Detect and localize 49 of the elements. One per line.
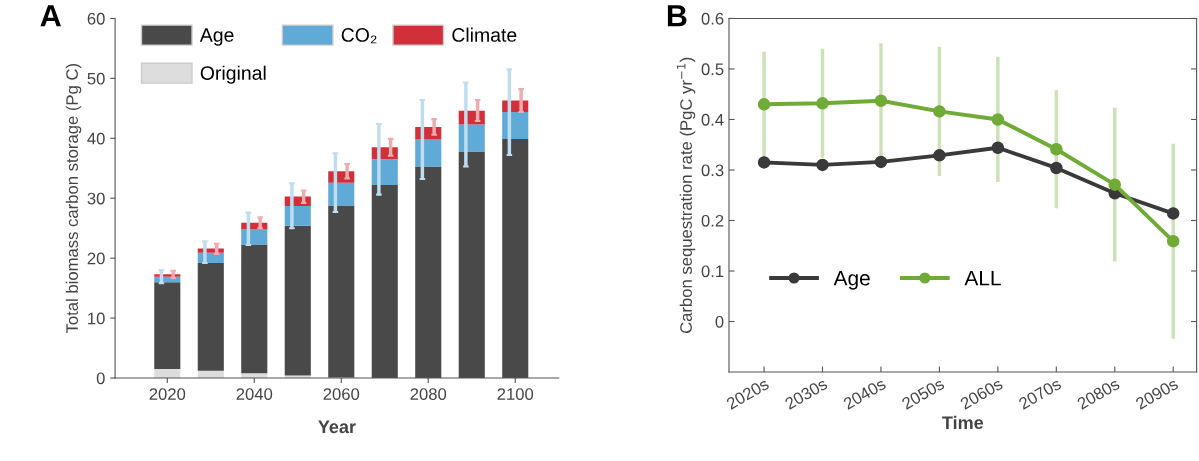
x-tick-label: 2100 (497, 388, 534, 400)
x-tick-label: 2020 (149, 388, 186, 400)
y-tick-label: 50 (87, 72, 105, 85)
legend-label: CO₂ (341, 28, 377, 44)
point (933, 105, 946, 118)
point (816, 97, 829, 110)
bar (197, 262, 224, 371)
point (933, 149, 946, 162)
y-tick-label: 0.5 (701, 63, 724, 76)
point (991, 141, 1005, 155)
y-tick-label: 10 (88, 312, 105, 325)
y-tick-label: 0 (715, 315, 724, 328)
legend-label: Original (200, 65, 266, 84)
point (1108, 178, 1122, 191)
y-tick-label: 0.4 (701, 113, 724, 126)
point (991, 113, 1005, 126)
point (757, 98, 771, 111)
point (874, 155, 888, 169)
point (1050, 143, 1063, 156)
point (757, 156, 771, 169)
x-axis-title: Time (942, 415, 984, 430)
y-tick-label: 40 (87, 132, 105, 145)
x-axis-title: Year (318, 420, 356, 434)
point (1050, 161, 1063, 175)
point (1166, 207, 1180, 220)
y-tick-label: 0.2 (701, 214, 724, 227)
legend-label: Age (199, 28, 234, 46)
y-tick-label: 60 (87, 12, 105, 25)
chart-title: A (40, 5, 61, 27)
y-tick-label: 0.3 (701, 164, 724, 177)
x-tick-label: 2060 (323, 388, 360, 400)
legend-label: ALL (964, 270, 1001, 286)
y-tick-label: 0 (96, 372, 105, 385)
point (874, 94, 888, 108)
bar (154, 282, 181, 370)
y-tick-label: 0.6 (701, 12, 724, 25)
y-axis-title: Carbon sequestration rate (PgC yr$^{−1}$) (676, 57, 696, 334)
y-tick-label: 30 (87, 192, 105, 205)
chart-title: B (667, 5, 687, 27)
y-axis-title: Total biomass carbon storage (Pg C) (65, 64, 82, 334)
point (816, 158, 829, 172)
legend-label: Age (833, 270, 870, 290)
legend-label: Climate (452, 27, 517, 42)
point (1166, 234, 1180, 248)
x-tick-label: 2080 (410, 388, 447, 400)
bar (241, 244, 268, 374)
y-tick-label: 0.1 (701, 265, 724, 278)
x-tick-label: 2040 (236, 388, 273, 400)
y-tick-label: 20 (87, 252, 105, 265)
